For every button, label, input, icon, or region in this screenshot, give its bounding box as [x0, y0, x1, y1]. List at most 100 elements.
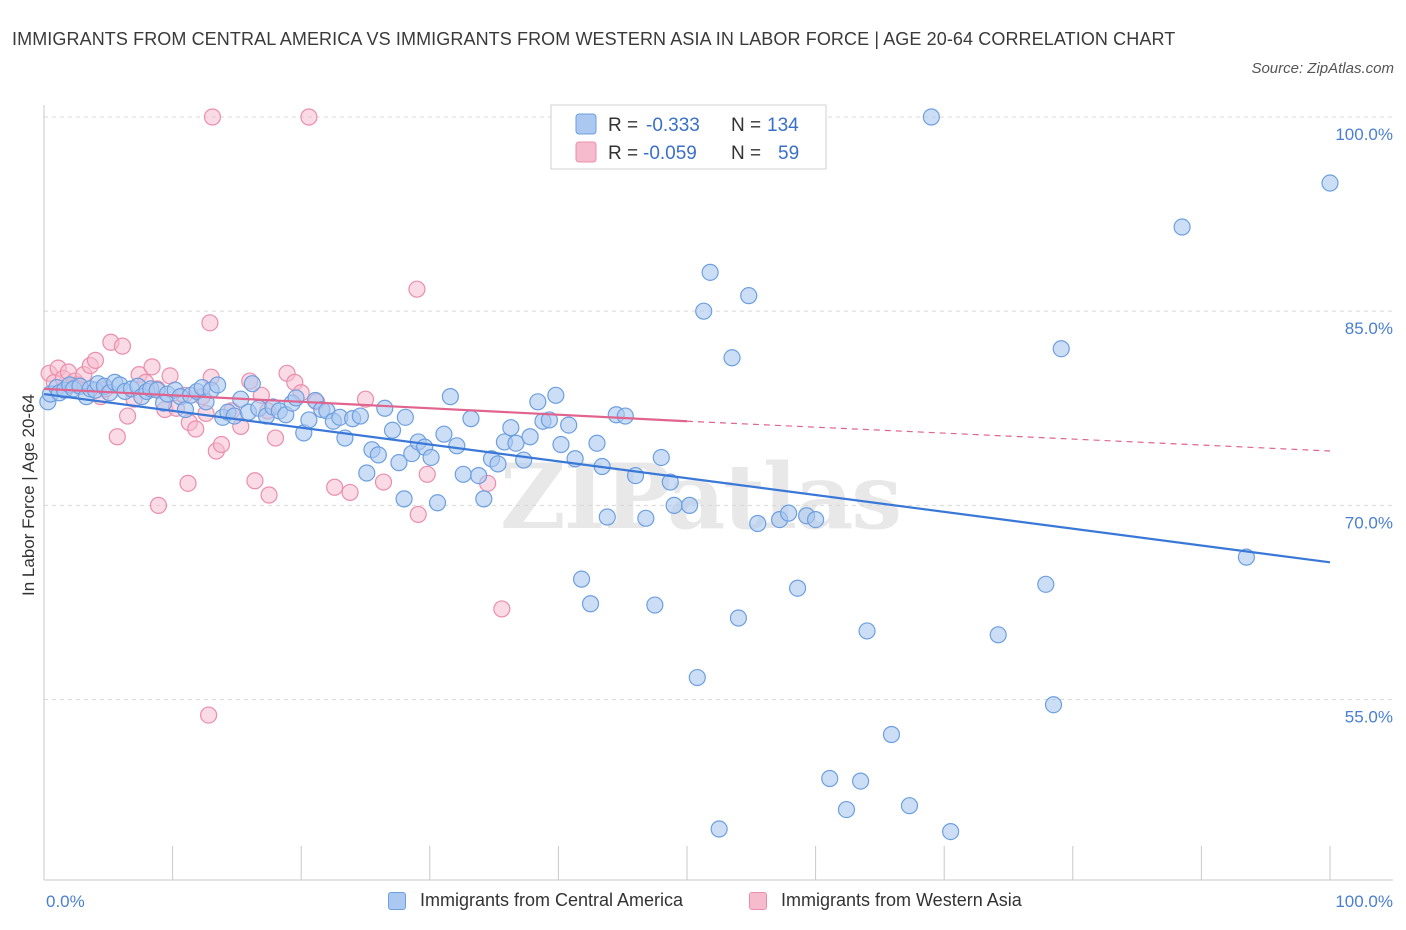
- blue-point: [396, 408, 414, 426]
- blue-point: [710, 820, 728, 838]
- legend-pink-swatch: [575, 141, 597, 163]
- blue-point: [646, 596, 664, 614]
- blue-point: [489, 455, 507, 473]
- blue-point: [358, 464, 376, 482]
- bottom-legend-pink-swatch: [749, 891, 767, 910]
- blue-point: [287, 389, 305, 407]
- blue-point: [1044, 696, 1063, 714]
- blue-point: [665, 496, 683, 514]
- blue-point: [922, 108, 940, 126]
- source-label: Source: ZipAtlas.com: [1251, 60, 1394, 77]
- blue-point: [540, 411, 558, 429]
- pink-point: [118, 407, 137, 425]
- bottom-legend-blue-label: Immigrants from Central America: [420, 890, 684, 910]
- x-tick-label-max: 100.0%: [1335, 892, 1393, 911]
- blue-point: [723, 349, 741, 367]
- watermark: ZIPatlas: [500, 444, 900, 550]
- pink-point: [260, 486, 278, 504]
- pink-trendline: [43, 387, 688, 423]
- blue-point: [942, 822, 960, 841]
- pink-point: [201, 314, 219, 332]
- x-tick-label-min: 0.0%: [46, 892, 85, 911]
- pink-point: [418, 465, 436, 483]
- blue-point: [441, 388, 459, 406]
- trendlines: [43, 387, 1331, 564]
- blue-point: [572, 570, 591, 588]
- blue-point: [806, 511, 825, 529]
- pink-point: [187, 420, 205, 438]
- blue-point: [369, 446, 387, 464]
- blue-point: [470, 466, 488, 485]
- pink-point: [203, 108, 222, 126]
- bottom-legend-pink-label: Immigrants from Western Asia: [781, 890, 1022, 910]
- blue-point: [454, 465, 472, 483]
- blue-point: [428, 494, 447, 512]
- blue-point: [989, 626, 1007, 644]
- legend-blue-n-label: N =: [731, 115, 761, 136]
- stats-legend: R = -0.333 N = 134 R = -0.059 N = 59: [550, 104, 827, 170]
- pink-point: [212, 435, 231, 454]
- bottom-legend-pink: Immigrants from Western Asia: [749, 890, 1022, 911]
- pink-point: [300, 108, 318, 126]
- blue-point: [779, 504, 798, 522]
- blue-point: [1037, 575, 1055, 593]
- pink-point: [161, 367, 179, 385]
- blue-point: [507, 434, 525, 452]
- pink-point: [493, 600, 511, 618]
- blue-point: [588, 434, 606, 452]
- blue-point: [243, 375, 261, 393]
- blue-point: [395, 490, 413, 508]
- blue-point: [858, 622, 876, 640]
- pink-point: [374, 473, 393, 491]
- pink-point: [326, 478, 344, 496]
- legend-pink-n-value: 59: [778, 143, 799, 164]
- blue-point: [547, 386, 565, 404]
- blue-point: [383, 421, 402, 439]
- pink-trendline-extension: [686, 420, 1331, 452]
- axes: [43, 105, 1393, 881]
- blue-point: [695, 302, 713, 320]
- y-tick-label: 100.0%: [1335, 125, 1393, 144]
- blue-point: [581, 595, 600, 613]
- pink-point: [200, 706, 218, 724]
- blue-point: [462, 410, 480, 428]
- y-axis-title: In Labor Force | Age 20-64: [19, 394, 38, 596]
- bottom-legend: Immigrants from Central America Immigran…: [0, 886, 1406, 916]
- legend-frame: [550, 104, 827, 170]
- blue-point: [882, 725, 901, 744]
- legend-blue-n-value: 134: [767, 115, 799, 136]
- blue-point: [1321, 174, 1339, 192]
- blue-point: [390, 454, 408, 472]
- pink-point: [266, 429, 285, 447]
- y-tick-label: 55.0%: [1345, 708, 1393, 727]
- blue-point: [701, 263, 719, 281]
- pink-point: [341, 483, 359, 502]
- pink-point: [246, 472, 264, 490]
- blue-point: [740, 287, 758, 305]
- legend-pink-r-value: -0.059: [643, 143, 697, 164]
- blue-point: [560, 416, 578, 434]
- y-tick-label: 85.0%: [1345, 319, 1393, 338]
- blue-point: [376, 399, 394, 417]
- y-tick-labels: 55.0% 70.0% 85.0% 100.0%: [1335, 125, 1393, 727]
- blue-point: [435, 425, 453, 443]
- blue-point: [521, 428, 539, 446]
- pink-point: [86, 351, 105, 369]
- legend-pink-n-label: N =: [731, 143, 761, 164]
- blue-point: [688, 668, 706, 687]
- legend-blue-r-value: -0.333: [646, 115, 700, 136]
- pink-point: [108, 428, 126, 446]
- blue-point: [475, 490, 493, 508]
- pink-point: [409, 505, 427, 524]
- legend-pink-r-label: R =: [608, 143, 638, 164]
- x-tick-labels: 0.0% 100.0%: [46, 892, 1393, 911]
- blue-trendline: [43, 392, 1331, 564]
- blue-point: [422, 448, 440, 467]
- blue-point: [598, 508, 616, 526]
- blue-point: [176, 400, 195, 419]
- pink-point: [143, 358, 161, 376]
- pink-point: [179, 474, 197, 492]
- blue-point: [351, 407, 369, 425]
- blue-point: [502, 419, 520, 437]
